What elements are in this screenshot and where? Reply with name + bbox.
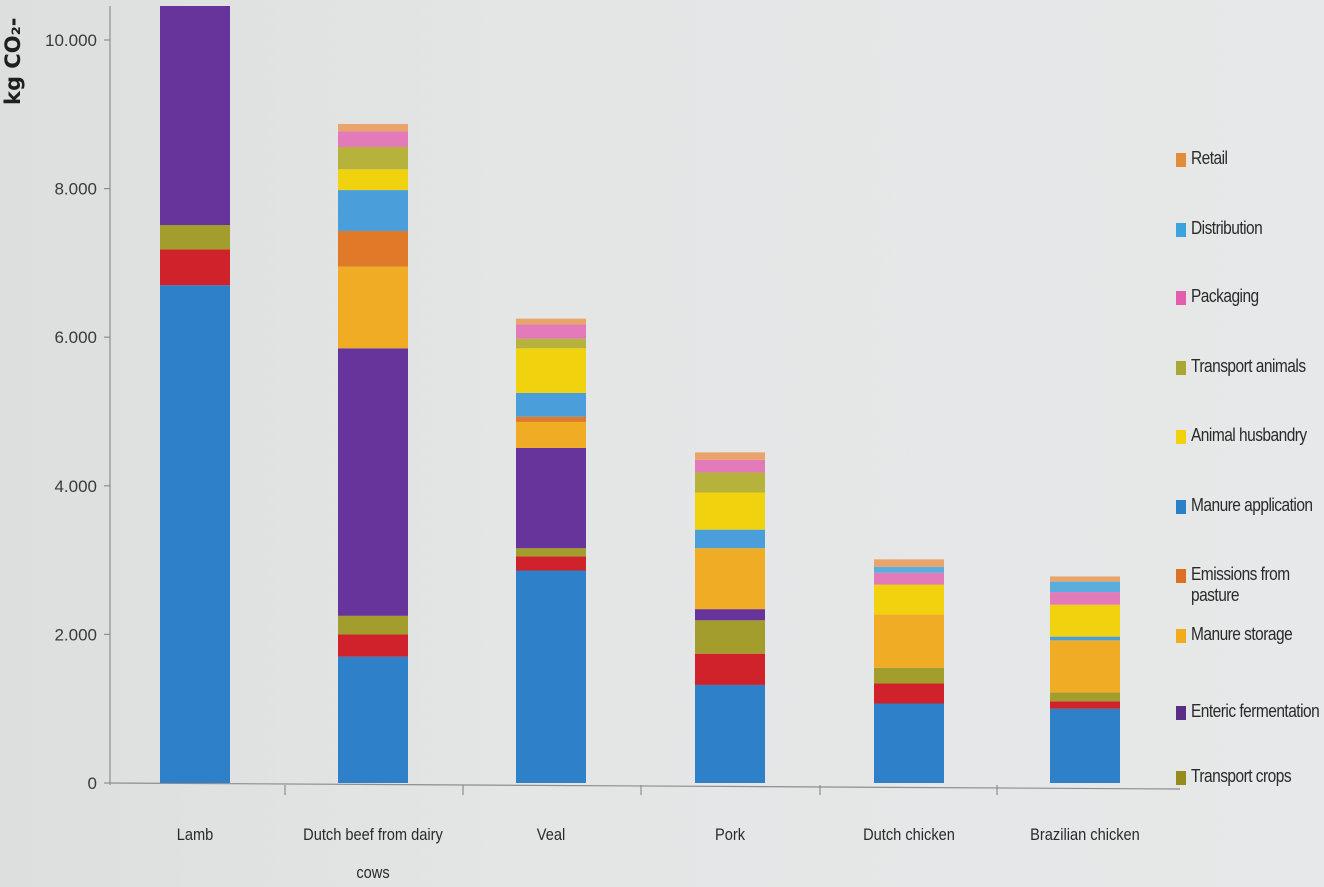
bar-segment [1050,708,1120,783]
bar-segment [338,169,408,191]
bar-segment [516,548,586,557]
bar-segment [695,452,765,460]
bar-segment [338,634,408,657]
bar-segment [338,266,408,349]
bar-segment [1050,640,1120,693]
legend-label: Manure storage [1191,624,1293,644]
legend-swatch [1176,706,1186,720]
x-tick-label: Lamb [177,826,214,844]
legend-label: Transport crops [1191,766,1292,786]
x-tick-label: Pork [715,826,745,844]
bar-segment [874,584,944,615]
bar-segment [338,146,408,170]
legend-swatch [1176,629,1186,643]
bar-segment [1050,636,1120,641]
y-tick-label: 0 [88,774,97,793]
bar-segment [695,459,765,473]
bar-segment [1050,692,1120,702]
legend-label: Manure application [1191,495,1313,515]
legend-swatch [1176,771,1186,785]
bar-segment [516,348,586,393]
y-tick-label: 8.000 [54,180,97,199]
bar-segment [1050,581,1120,593]
bar-segment [1050,701,1120,709]
bar-segment [338,123,408,132]
bar-segment [338,348,408,616]
bar-segment [695,492,765,530]
legend-swatch [1176,569,1186,583]
legend-label: Animal husbandry [1191,425,1307,445]
x-tick-label: Dutch chicken [863,826,955,844]
legend-label: Packaging [1191,286,1259,306]
bar-segment [160,225,230,250]
bar-segment [516,556,586,571]
legend-swatch [1176,500,1186,514]
bar-segment [516,570,586,783]
bar-segment [874,683,944,704]
bar-segment [160,6,230,226]
legend-label: Transport animals [1191,356,1306,376]
y-tick-label: 6.000 [54,328,97,347]
legend-label: Distribution [1191,218,1263,238]
legend-swatch [1176,430,1186,444]
bar-segment [516,416,586,422]
bar-segment [160,249,230,286]
bar-segment [338,615,408,635]
bar-segment [874,559,944,567]
bar-segment [160,285,230,783]
legend-swatch [1176,153,1186,167]
bar-segment [874,566,944,573]
bar-segment [516,421,586,448]
bar-segment [695,548,765,610]
y-tick-label: 10.000 [45,31,97,50]
legend-label: Retail [1191,148,1228,168]
bar-segment [516,324,586,339]
bar-segment [874,703,944,783]
bar-segment [1050,576,1120,582]
legend-swatch [1176,223,1186,237]
y-tick-label: 4.000 [54,477,97,496]
bar-segment [338,131,408,147]
bar-segment [338,190,408,231]
bar-segment [695,684,765,783]
bar-segment [516,392,586,417]
x-tick-label: Dutch beef from dairy cows [303,826,443,882]
x-tick-label: Brazilian chicken [1030,826,1140,844]
bar-segment [695,620,765,654]
bar-segment [338,656,408,783]
bar-segment [516,318,586,325]
bar-segment [695,529,765,549]
x-tick-label: Veal [537,826,565,844]
bar-segment [516,338,586,349]
bar-segment [695,472,765,493]
bar-segment [874,667,944,684]
bar-segment [874,572,944,585]
bar-segment [338,230,408,267]
legend: Retail Distribution Packaging Transport ani… [1176,148,1324,828]
legend-swatch [1176,291,1186,305]
x-axis-line [109,782,1181,790]
bar-segment [695,653,765,685]
legend-swatch [1176,361,1186,375]
bar-segment [874,614,944,668]
bar-segment [695,609,765,621]
bar-segment [1050,604,1120,637]
bar-segment [516,447,586,549]
y-tick-label: 2.000 [54,625,97,644]
bar-segment [1050,592,1120,605]
legend-label: Enteric fermentation [1191,701,1320,721]
legend-label: Emissions from pasture [1191,564,1290,605]
